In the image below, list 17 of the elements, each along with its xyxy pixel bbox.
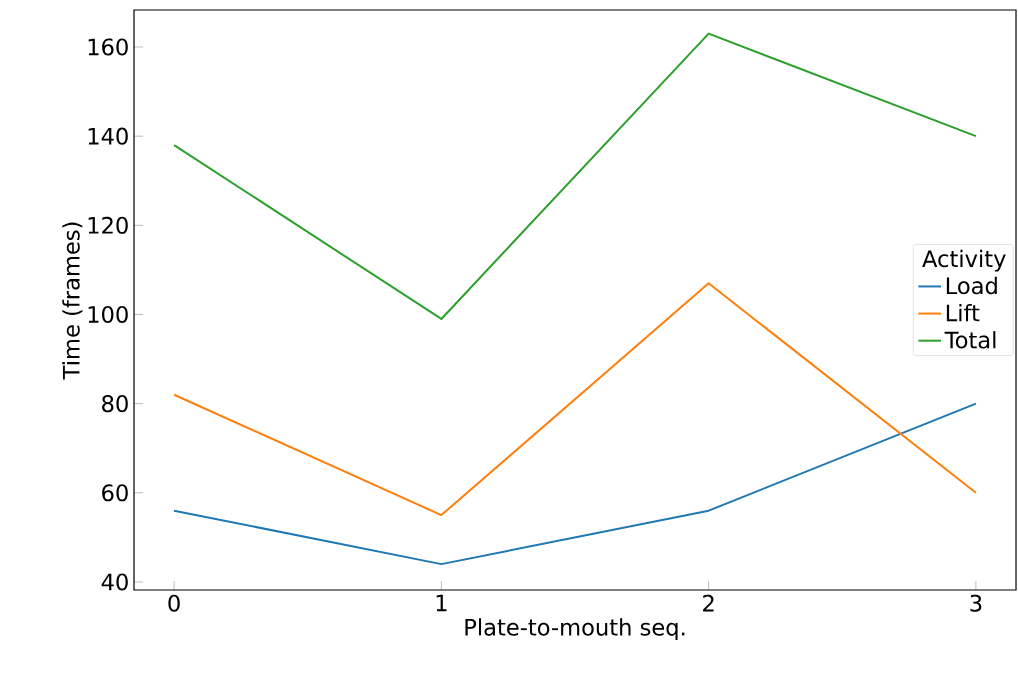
legend-label: Lift <box>946 303 980 322</box>
y-tick-label: 160 <box>88 38 128 56</box>
y-tick-label: 60 <box>102 484 128 502</box>
x-tick-label: 1 <box>436 594 447 612</box>
y-tick-label: 140 <box>88 127 128 145</box>
legend-title: Activity <box>922 249 1006 272</box>
x-axis-title: Plate-to-mouth seq. <box>465 618 685 641</box>
y-axis-title: Time (frames) <box>62 222 83 380</box>
y-tick-label: 100 <box>88 305 128 324</box>
legend-label: Total <box>944 331 996 349</box>
x-tick-label: 2 <box>703 594 714 612</box>
y-tick-label: 120 <box>88 216 128 234</box>
y-tick-label: 80 <box>102 395 128 413</box>
legend-label: Load <box>946 276 997 295</box>
x-tick-label: 0 <box>168 594 180 612</box>
x-tick-label: 3 <box>970 594 982 612</box>
y-tick-label: 40 <box>101 573 128 591</box>
